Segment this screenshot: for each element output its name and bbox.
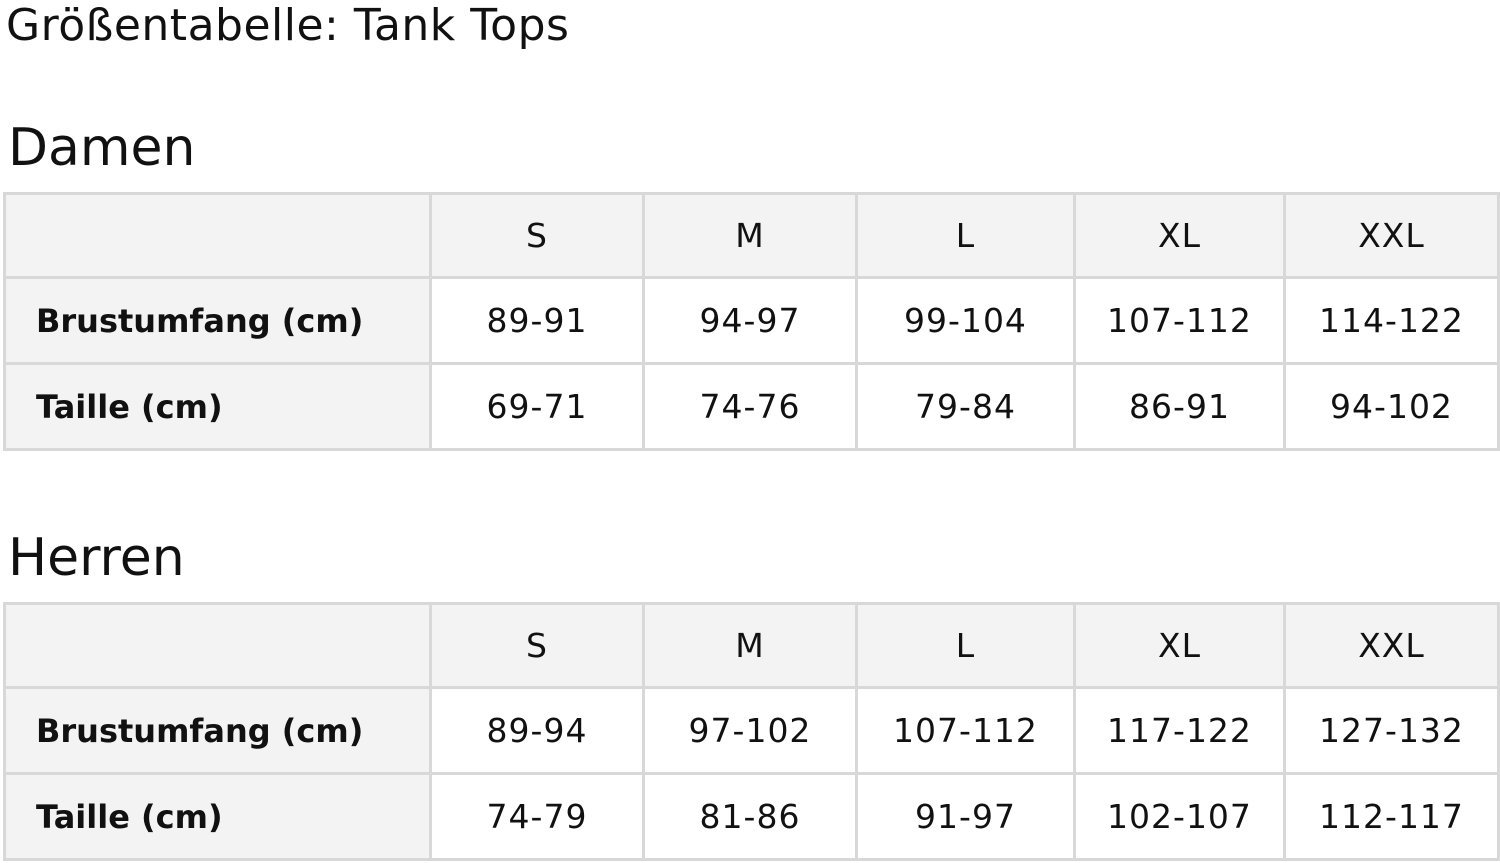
measurement-cell: 127-132 <box>1283 686 1500 775</box>
measurement-cell: 81-86 <box>642 772 858 861</box>
size-header: XL <box>1073 192 1286 279</box>
measurement-cell: 107-112 <box>1073 276 1286 365</box>
table-row: Brustumfang (cm) 89-91 94-97 99-104 107-112 1… <box>3 276 1500 365</box>
table-header-row: S M L XL XXL <box>3 602 1500 689</box>
measurement-cell: 89-91 <box>429 276 645 365</box>
section-heading-herren: Herren <box>8 528 185 588</box>
table-row: Taille (cm) 69-71 74-76 79-84 86-91 94-102 <box>3 362 1500 451</box>
table-row: Taille (cm) 74-79 81-86 91-97 102-107 112-117 <box>3 772 1500 861</box>
size-header: XXL <box>1283 192 1500 279</box>
measurement-cell: 74-79 <box>429 772 645 861</box>
row-label: Taille (cm) <box>3 772 432 861</box>
measurement-cell: 94-97 <box>642 276 858 365</box>
size-header: S <box>429 192 645 279</box>
size-header: XL <box>1073 602 1286 689</box>
size-header: M <box>642 602 858 689</box>
size-table-damen: S M L XL XXL Brustumfang (cm) 89-91 94-97 99-104… <box>3 192 1500 451</box>
size-header: XXL <box>1283 602 1500 689</box>
measurement-cell: 99-104 <box>855 276 1076 365</box>
measurement-cell: 94-102 <box>1283 362 1500 451</box>
measurement-cell: 91-97 <box>855 772 1076 861</box>
size-header: M <box>642 192 858 279</box>
measurement-cell: 79-84 <box>855 362 1076 451</box>
size-table-herren: S M L XL XXL Brustumfang (cm) 89-94 97-102 107-1… <box>3 602 1500 861</box>
measurement-cell: 97-102 <box>642 686 858 775</box>
row-label: Taille (cm) <box>3 362 432 451</box>
measurement-cell: 86-91 <box>1073 362 1286 451</box>
table-row: Brustumfang (cm) 89-94 97-102 107-112 117-12… <box>3 686 1500 775</box>
row-label: Brustumfang (cm) <box>3 276 432 365</box>
measurement-cell: 112-117 <box>1283 772 1500 861</box>
corner-cell <box>3 602 432 689</box>
row-label: Brustumfang (cm) <box>3 686 432 775</box>
size-header: S <box>429 602 645 689</box>
corner-cell <box>3 192 432 279</box>
measurement-cell: 89-94 <box>429 686 645 775</box>
measurement-cell: 107-112 <box>855 686 1076 775</box>
table-header-row: S M L XL XXL <box>3 192 1500 279</box>
measurement-cell: 74-76 <box>642 362 858 451</box>
size-header: L <box>855 602 1076 689</box>
measurement-cell: 117-122 <box>1073 686 1286 775</box>
size-header: L <box>855 192 1076 279</box>
measurement-cell: 102-107 <box>1073 772 1286 861</box>
measurement-cell: 114-122 <box>1283 276 1500 365</box>
measurement-cell: 69-71 <box>429 362 645 451</box>
page-title: Größentabelle: Tank Tops <box>6 0 570 51</box>
section-heading-damen: Damen <box>8 118 196 178</box>
